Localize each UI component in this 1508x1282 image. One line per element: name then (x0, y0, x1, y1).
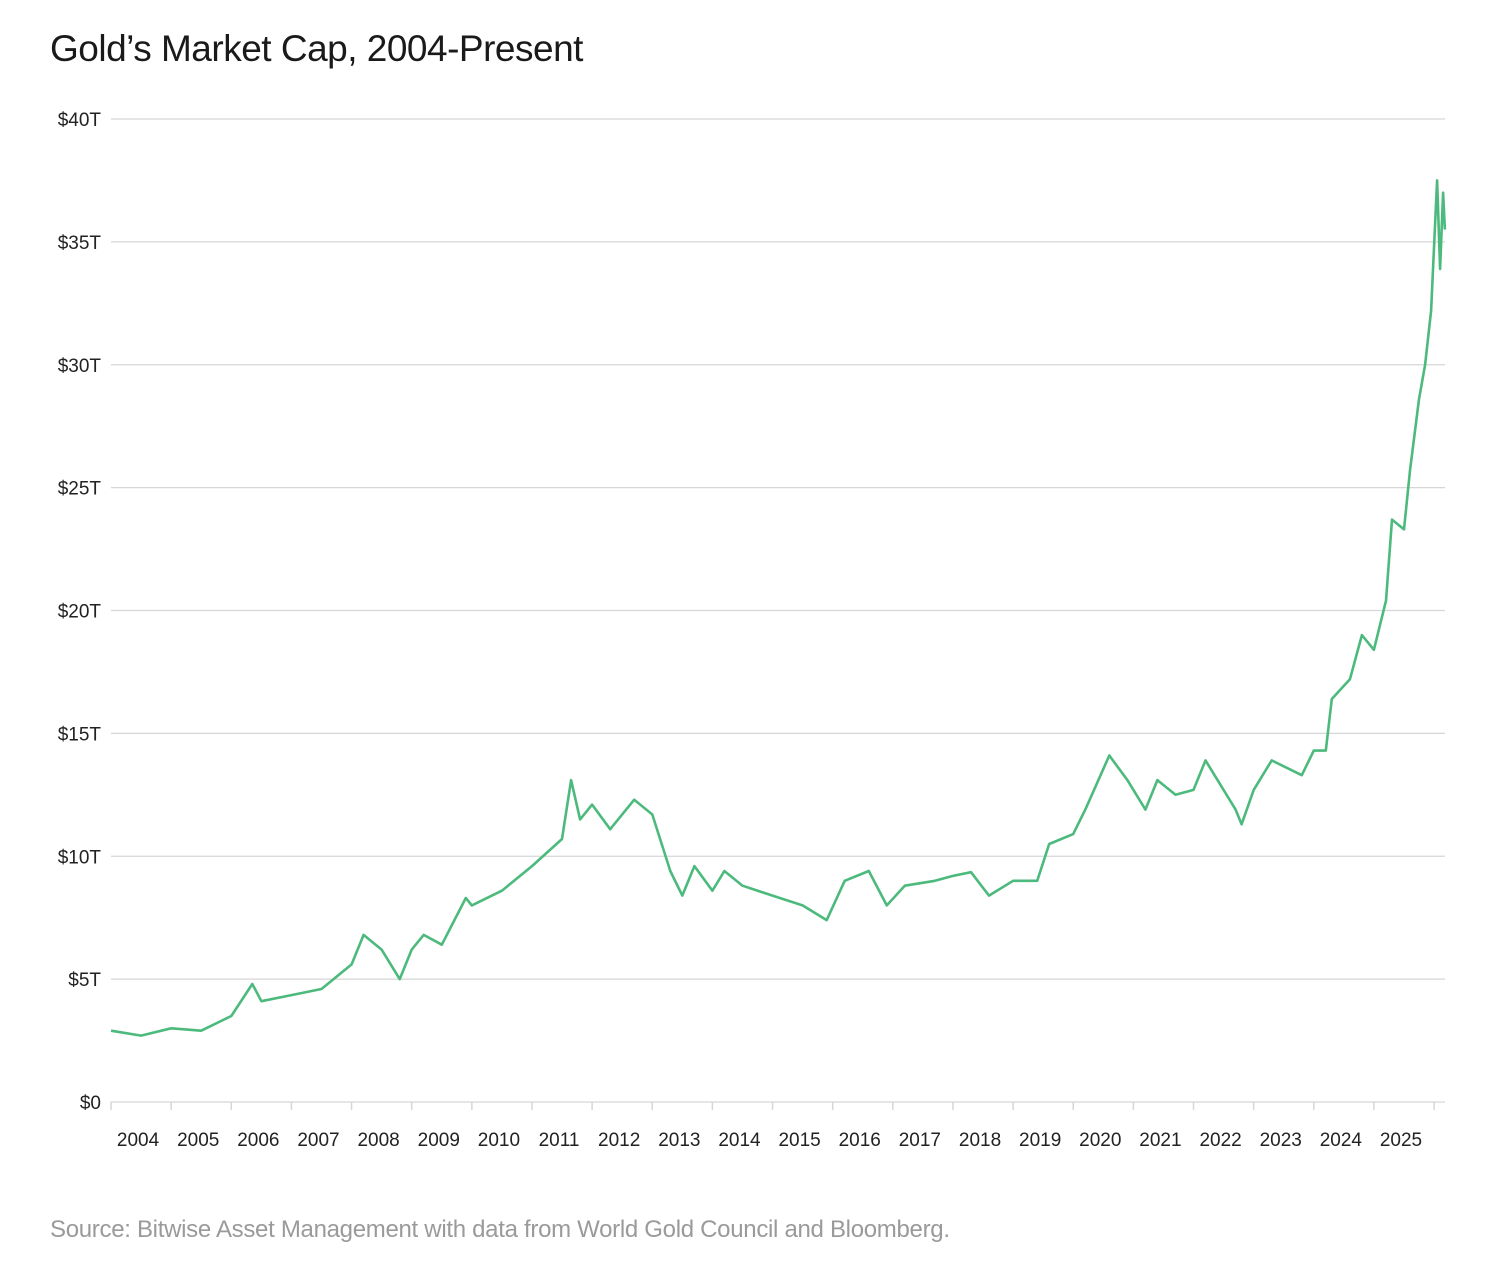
x-tick-label: 2022 (1199, 1130, 1241, 1151)
x-tick-label: 2025 (1380, 1130, 1422, 1151)
x-tick-label: 2011 (539, 1130, 580, 1151)
x-tick-label: 2024 (1320, 1130, 1363, 1151)
x-tick-label: 2014 (718, 1130, 761, 1151)
x-tick-label: 2017 (899, 1130, 941, 1151)
y-tick-label: $35T (58, 233, 102, 254)
y-tick-label: $25T (58, 479, 102, 500)
x-tick-label: 2005 (177, 1130, 219, 1151)
x-tick-label: 2006 (237, 1130, 279, 1151)
x-tick-label: 2023 (1260, 1130, 1302, 1151)
x-tick-label: 2010 (478, 1130, 520, 1151)
y-tick-label: $0 (80, 1093, 101, 1114)
x-tick-label: 2009 (418, 1130, 460, 1151)
x-tick-label: 2021 (1139, 1130, 1181, 1151)
x-tick-label: 2013 (658, 1130, 700, 1151)
market-cap-line (110, 179, 1447, 1037)
x-tick-label: 2007 (297, 1130, 339, 1151)
x-tick-label: 2015 (778, 1130, 820, 1151)
x-tick-label: 2012 (598, 1130, 640, 1151)
y-tick-label: $15T (58, 724, 102, 745)
y-tick-label: $10T (58, 847, 102, 868)
x-tick-label: 2004 (117, 1130, 160, 1151)
y-tick-label: $30T (58, 356, 102, 377)
x-tick-label: 2020 (1079, 1130, 1121, 1151)
y-tick-label: $20T (58, 602, 102, 623)
x-tick-label: 2019 (1019, 1130, 1061, 1151)
x-tick-label: 2018 (959, 1130, 1001, 1151)
y-tick-label: $5T (68, 970, 101, 991)
source-note: Source: Bitwise Asset Management with da… (50, 1216, 950, 1243)
y-tick-label: $40T (58, 110, 102, 131)
x-tick-label: 2016 (839, 1130, 881, 1151)
x-tick-label: 2008 (357, 1130, 399, 1151)
chart-title: Gold’s Market Cap, 2004-Present (50, 28, 583, 69)
